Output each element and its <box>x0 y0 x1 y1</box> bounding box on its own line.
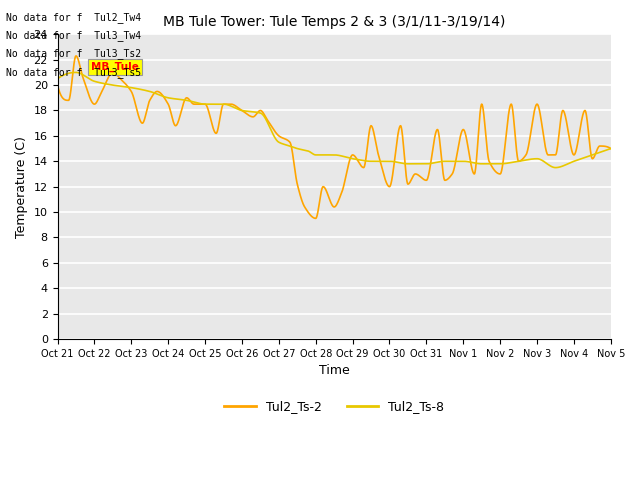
Tul2_Ts-8 <box>596 149 604 155</box>
Title: MB Tule Tower: Tule Temps 2 & 3 (3/1/11-3/19/14): MB Tule Tower: Tule Temps 2 & 3 (3/1/11-… <box>163 15 506 29</box>
Tul2_Ts-2 <box>312 216 319 221</box>
Tul2_Ts-2 <box>54 82 61 88</box>
Tul2_Ts-8 <box>54 76 61 82</box>
Y-axis label: Temperature (C): Temperature (C) <box>15 136 28 238</box>
Tul2_Ts-2 <box>607 146 614 152</box>
Tul2_Ts-8 <box>290 144 298 150</box>
Tul2_Ts-8 <box>150 90 157 96</box>
Tul2_Ts-2 <box>72 53 80 59</box>
Tul2_Ts-8 <box>607 146 614 152</box>
Tul2_Ts-2 <box>117 76 125 82</box>
Text: No data for f  Tul2_Tw4: No data for f Tul2_Tw4 <box>6 12 141 23</box>
Tul2_Ts-2 <box>537 114 545 120</box>
Text: No data for f  Tul3_Ts5: No data for f Tul3_Ts5 <box>6 67 141 78</box>
Tul2_Ts-2 <box>150 91 157 97</box>
Tul2_Ts-2 <box>290 159 298 165</box>
Tul2_Ts-8 <box>537 156 545 162</box>
Text: No data for f  Tul3_Ts2: No data for f Tul3_Ts2 <box>6 48 141 60</box>
Legend: Tul2_Ts-2, Tul2_Ts-8: Tul2_Ts-2, Tul2_Ts-8 <box>220 395 449 418</box>
Text: No data for f  Tul3_Tw4: No data for f Tul3_Tw4 <box>6 30 141 41</box>
Tul2_Ts-2 <box>596 143 604 149</box>
Line: Tul2_Ts-8: Tul2_Ts-8 <box>58 72 611 168</box>
Tul2_Ts-8 <box>266 125 274 131</box>
Line: Tul2_Ts-2: Tul2_Ts-2 <box>58 56 611 218</box>
Tul2_Ts-8 <box>72 70 80 75</box>
Tul2_Ts-8 <box>552 165 559 170</box>
X-axis label: Time: Time <box>319 364 349 377</box>
Tul2_Ts-8 <box>117 84 125 89</box>
Tul2_Ts-2 <box>266 121 274 127</box>
Text: MB_Tule: MB_Tule <box>91 62 139 72</box>
